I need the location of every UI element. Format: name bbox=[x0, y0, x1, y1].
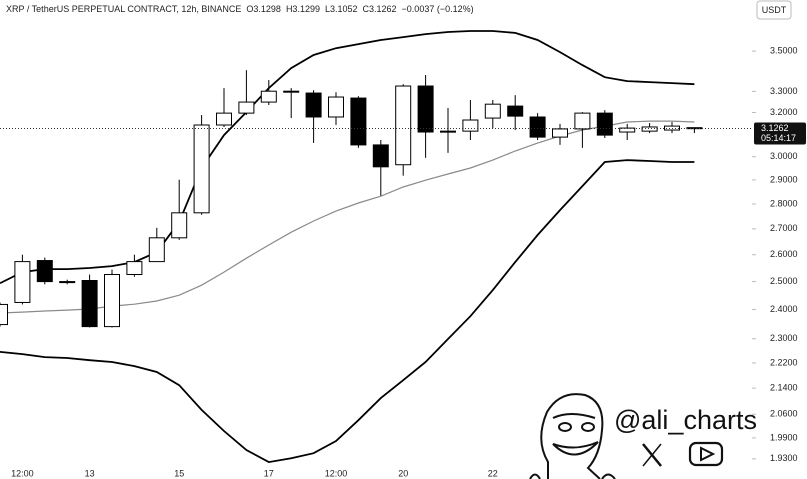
ohlc-high: H3.1299 bbox=[285, 4, 320, 14]
candle-body bbox=[148, 237, 165, 263]
candle-body bbox=[126, 261, 143, 276]
y-tick-label: 1.9300 bbox=[770, 453, 798, 463]
candle-body bbox=[36, 260, 53, 283]
y-tick-label: 2.6000 bbox=[770, 249, 798, 259]
eye bbox=[581, 422, 595, 432]
x-tick-label: 15 bbox=[174, 468, 184, 478]
last-price-label: 3.1262 bbox=[761, 123, 789, 133]
band-line bbox=[0, 30, 695, 285]
candle-body bbox=[686, 127, 703, 130]
x-logo-stroke[interactable] bbox=[642, 443, 662, 467]
x-tick-label: 17 bbox=[264, 468, 274, 478]
y-tick-label: 3.3000 bbox=[770, 86, 798, 96]
candle-body bbox=[283, 90, 300, 93]
face-outline bbox=[540, 393, 604, 479]
x-tick-label: 22 bbox=[488, 468, 498, 478]
countdown: 05:14:17 bbox=[761, 133, 796, 143]
last-price-box bbox=[754, 122, 806, 145]
youtube-frame[interactable] bbox=[688, 441, 724, 467]
ohlc-close: C3.1262 bbox=[362, 4, 397, 14]
candle-body bbox=[171, 212, 188, 239]
y-tick-label: 2.8000 bbox=[770, 198, 798, 208]
candle-body bbox=[305, 92, 322, 118]
x-tick-label: 12:00 bbox=[11, 468, 34, 478]
candle-body bbox=[417, 85, 434, 133]
x-tick-label: 20 bbox=[398, 468, 408, 478]
candle-body bbox=[260, 90, 277, 103]
y-tick-label: 2.7000 bbox=[770, 223, 798, 233]
candle-body bbox=[395, 85, 412, 166]
band-line bbox=[0, 159, 695, 464]
youtube-play[interactable] bbox=[700, 446, 716, 462]
currency-box[interactable] bbox=[756, 0, 792, 20]
currency[interactable]: USDT bbox=[762, 5, 787, 15]
candle-body bbox=[529, 116, 546, 138]
y-tick-label: 3.2000 bbox=[770, 107, 798, 117]
candle-body bbox=[0, 303, 8, 326]
candle-body bbox=[59, 281, 76, 284]
y-tick-label: 1.9900 bbox=[770, 432, 798, 442]
candle-body bbox=[507, 105, 524, 117]
ohlc-low: L3.1052 bbox=[324, 4, 358, 14]
x-tick-label: 13 bbox=[85, 468, 95, 478]
shoulders bbox=[529, 473, 616, 479]
candle-body bbox=[104, 274, 120, 328]
y-tick-label: 2.5000 bbox=[770, 276, 798, 286]
ohlc-open: O3.1298 bbox=[246, 4, 281, 14]
avatar bbox=[529, 393, 616, 479]
y-tick-label: 2.2200 bbox=[770, 357, 798, 367]
change: −0.0037 (−0.12%) bbox=[401, 4, 474, 14]
y-tick-label: 2.1400 bbox=[770, 382, 798, 392]
candle-body bbox=[552, 128, 568, 138]
candle-body bbox=[574, 112, 591, 130]
candle-body bbox=[641, 126, 658, 132]
x-tick-label: 12:00 bbox=[325, 468, 348, 478]
candle-body bbox=[462, 119, 479, 132]
candle-body bbox=[193, 124, 210, 214]
y-tick-label: 2.4000 bbox=[770, 304, 798, 314]
plot: 1.9300 1.9900 2.0600 2.1400 2.2200 2.3000 2.40… bbox=[0, 30, 806, 478]
candle-body bbox=[440, 130, 456, 133]
candle-body bbox=[350, 97, 367, 146]
candle-body bbox=[596, 112, 613, 136]
candle-body bbox=[238, 101, 255, 114]
y-tick-label: 2.0600 bbox=[770, 409, 798, 419]
candle-body bbox=[372, 144, 389, 168]
x-logo[interactable] bbox=[642, 443, 662, 467]
y-tick-label: 3.5000 bbox=[770, 45, 798, 55]
y-tick-label: 2.3000 bbox=[770, 333, 798, 343]
candle-body bbox=[81, 279, 98, 328]
youtube-logo[interactable] bbox=[688, 441, 724, 467]
y-tick-label: 2.9000 bbox=[770, 174, 798, 184]
candle-body bbox=[328, 96, 344, 118]
grin bbox=[552, 441, 599, 456]
legend-header: XRP / TetherUS PERPETUAL CONTRACT, 12h, … bbox=[6, 4, 474, 14]
y-tick-label: 3.0000 bbox=[770, 151, 798, 161]
watermark: @ali_charts bbox=[614, 405, 757, 435]
candle-body bbox=[14, 261, 31, 303]
candle-body bbox=[484, 103, 501, 119]
brow bbox=[552, 413, 596, 419]
eye bbox=[558, 422, 572, 432]
candle-body bbox=[216, 112, 232, 126]
symbol-title: XRP / TetherUS PERPETUAL CONTRACT, 12h, … bbox=[6, 4, 242, 14]
